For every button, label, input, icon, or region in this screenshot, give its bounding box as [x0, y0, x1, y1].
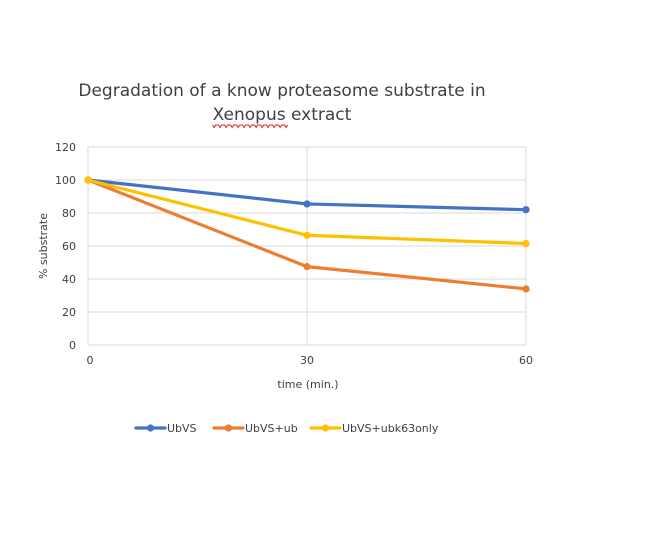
- x-tick-label: 60: [519, 354, 533, 367]
- legend-marker: [321, 424, 330, 432]
- chart-title: Degradation of a know proteasome substra…: [78, 81, 486, 129]
- legend: UbVS UbVS+ub UbVS+ubk63only: [134, 422, 439, 435]
- y-tick-label: 120: [55, 141, 76, 154]
- data-point: [303, 263, 311, 271]
- chart-title-line-1: Degradation of a know proteasome substra…: [78, 81, 485, 101]
- x-tick-label: 30: [300, 354, 314, 367]
- data-point: [84, 176, 92, 184]
- gridlines: [87, 146, 527, 346]
- data-point: [522, 206, 530, 214]
- chart-title-line-2: Xenopus extract: [213, 105, 352, 125]
- y-tick-label: 0: [69, 339, 76, 352]
- data-point: [522, 239, 530, 248]
- legend-item: UbVS+ub: [212, 422, 298, 435]
- x-axis-title: time (min.): [277, 378, 338, 391]
- legend-item: UbVS: [134, 422, 197, 435]
- legend-label: UbVS+ubk63only: [342, 422, 439, 435]
- y-tick-label: 60: [62, 240, 76, 253]
- legend-label: UbVS+ub: [245, 422, 298, 435]
- x-tick-label: 0: [87, 354, 94, 367]
- data-point: [522, 285, 530, 293]
- y-tick-label: 80: [62, 207, 76, 220]
- spellcheck-word: Xenopus: [213, 105, 286, 125]
- legend-item: UbVS+ubk63only: [309, 422, 439, 435]
- axes: 0 20 40 60 80 100 120 0 30 60 time (min.) % substra…: [37, 141, 533, 391]
- y-tick-label: 20: [62, 306, 76, 319]
- data-point: [303, 200, 311, 208]
- data-point: [303, 231, 311, 239]
- spellcheck-underline: [212, 124, 289, 129]
- legend-label: UbVS: [167, 422, 197, 435]
- y-tick-label: 40: [62, 273, 76, 286]
- legend-marker: [146, 424, 155, 432]
- title-rest: extract: [286, 105, 352, 125]
- y-tick-label: 100: [55, 174, 76, 187]
- series-layer: [84, 176, 530, 293]
- y-axis-title: % substrate: [37, 213, 50, 279]
- legend-marker: [224, 424, 233, 432]
